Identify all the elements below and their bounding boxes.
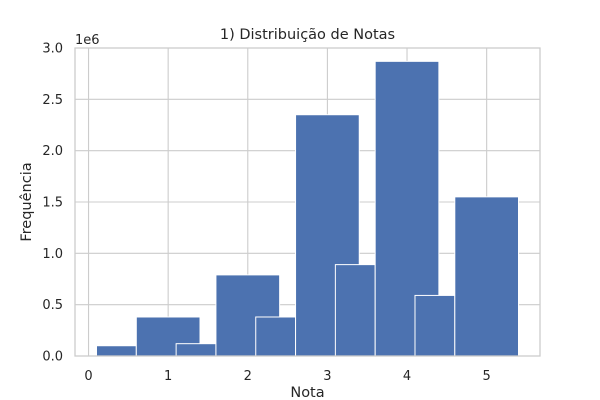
x-tick-label: 3 (323, 369, 331, 384)
histogram-bar (454, 196, 520, 357)
ticks-layer: 0 1 2 3 4 5 0.0 0.5 1.0 1.5 2.0 2.5 3.0 (42, 42, 490, 385)
histogram-bar (414, 294, 456, 357)
y-tick-label: 1.0 (42, 247, 63, 262)
x-tick-label: 1 (164, 369, 172, 384)
histogram-bar (255, 316, 297, 357)
x-tick-label: 2 (244, 369, 252, 384)
bars-layer (95, 60, 520, 357)
chart-title: 1) Distribuição de Notas (220, 27, 395, 43)
y-axis-offset-label: 1e6 (75, 33, 100, 48)
x-tick-label: 4 (403, 369, 411, 384)
histogram-bar (334, 264, 376, 357)
y-tick-label: 0.0 (42, 350, 63, 365)
x-tick-label: 5 (483, 369, 491, 384)
histogram-bar (175, 343, 217, 357)
y-tick-label: 1.5 (42, 196, 63, 211)
histogram-bar (95, 345, 137, 357)
y-tick-label: 2.0 (42, 144, 63, 159)
y-tick-label: 0.5 (42, 298, 63, 313)
x-tick-label: 0 (84, 369, 92, 384)
y-tick-label: 3.0 (42, 42, 63, 57)
x-axis-label: Nota (290, 385, 324, 400)
y-axis-label: Frequência (19, 162, 35, 241)
plot-area-frame (74, 47, 541, 357)
y-tick-label: 2.5 (42, 93, 63, 108)
